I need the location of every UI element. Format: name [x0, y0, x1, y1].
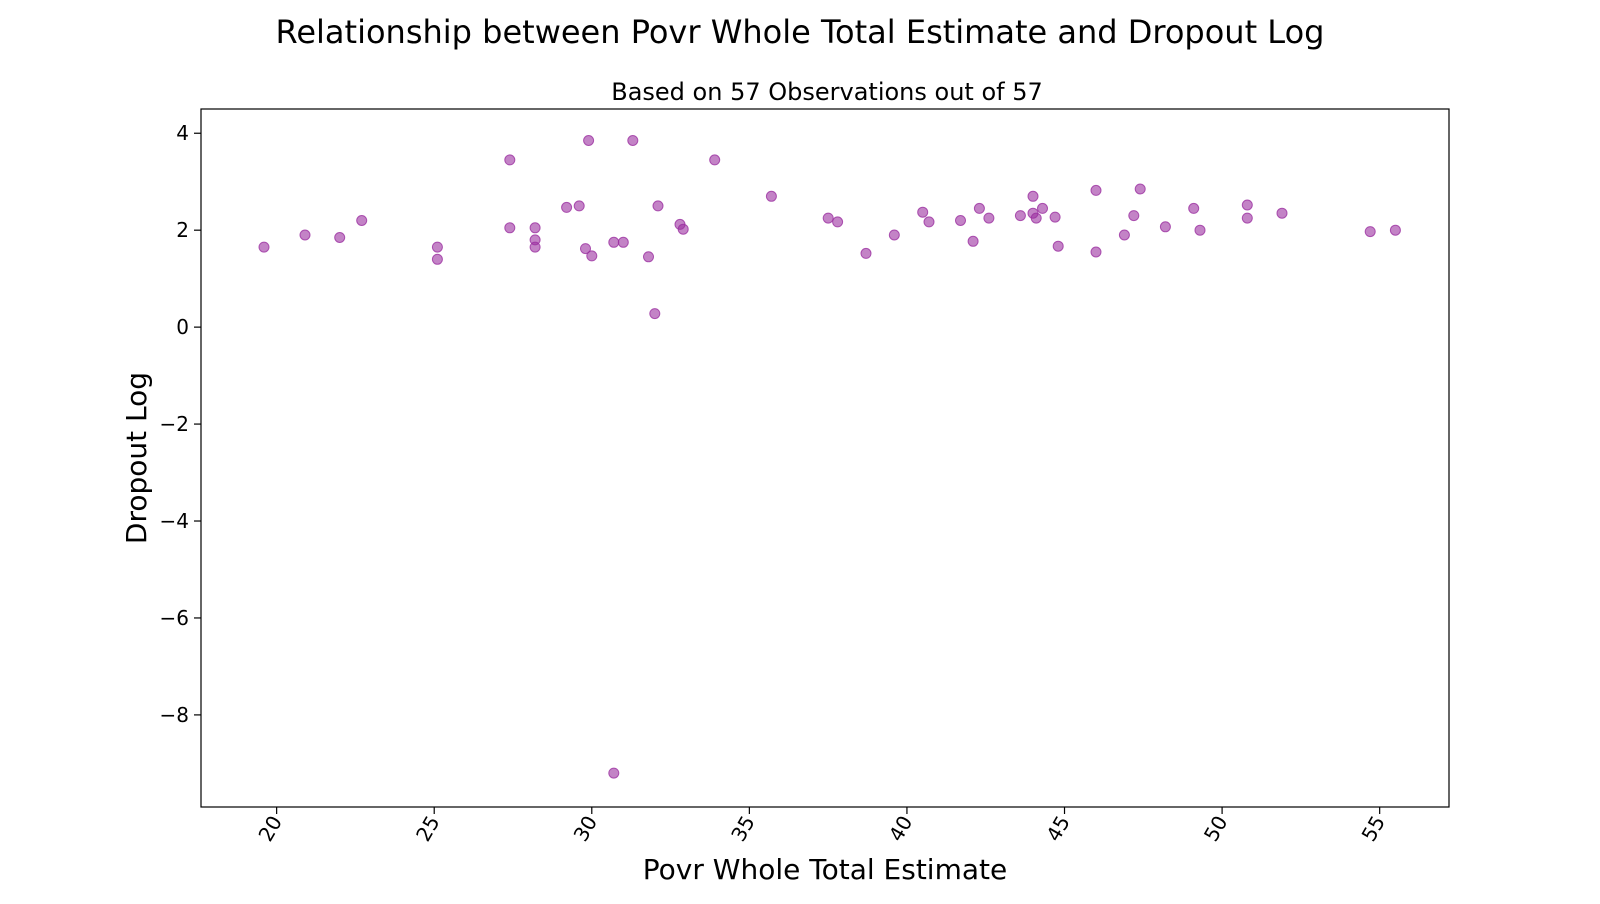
- data-point: [561, 201, 573, 213]
- data-point: [529, 241, 541, 253]
- data-point: [1159, 221, 1171, 233]
- data-point: [334, 232, 346, 243]
- data-point: [529, 222, 541, 234]
- y-tick-label: −8: [160, 703, 189, 727]
- data-point: [1118, 229, 1130, 241]
- data-point: [955, 215, 966, 226]
- y-tick-label: 4: [176, 121, 189, 145]
- data-point: [431, 241, 443, 253]
- y-tick-label: −6: [160, 606, 189, 630]
- data-point: [888, 229, 900, 241]
- x-tick-label: 30: [569, 812, 603, 846]
- data-point: [1030, 212, 1042, 224]
- plot-area: [200, 108, 1450, 808]
- y-tick-label: −4: [160, 509, 189, 533]
- x-tick-label: 20: [253, 812, 287, 846]
- data-point: [608, 236, 620, 248]
- data-point: [709, 154, 721, 166]
- data-point: [1090, 246, 1102, 258]
- data-point: [822, 212, 834, 224]
- data-point: [1128, 210, 1140, 222]
- data-point: [1049, 211, 1061, 223]
- data-point: [608, 767, 620, 779]
- y-tick-label: 2: [176, 218, 189, 242]
- data-point: [586, 250, 598, 262]
- y-axis-label: Dropout Log: [120, 372, 153, 544]
- data-point: [258, 241, 270, 253]
- data-point: [1276, 207, 1288, 219]
- data-point: [649, 308, 661, 320]
- data-point: [643, 251, 654, 263]
- data-point: [504, 154, 516, 166]
- chart-subtitle: Based on 57 Observations out of 57: [611, 78, 1043, 106]
- data-point: [1014, 210, 1026, 222]
- y-tick-label: −2: [160, 412, 189, 436]
- data-point: [573, 200, 585, 212]
- data-point: [627, 135, 639, 146]
- data-point: [1188, 202, 1200, 214]
- data-point: [917, 206, 929, 218]
- data-point: [583, 135, 595, 146]
- data-point: [967, 235, 979, 247]
- data-point: [983, 212, 995, 224]
- chart-title: Relationship between Povr Whole Total Es…: [276, 13, 1325, 51]
- data-point: [765, 190, 777, 202]
- x-tick-label: 45: [1041, 812, 1075, 846]
- data-point: [860, 247, 872, 259]
- data-point: [1134, 183, 1146, 195]
- x-tick-label: 25: [411, 812, 445, 846]
- data-point: [1052, 240, 1064, 252]
- x-tick-label: 55: [1356, 812, 1390, 846]
- data-point: [923, 216, 935, 228]
- data-point: [1389, 224, 1401, 236]
- data-point: [973, 202, 985, 214]
- data-point: [356, 215, 368, 226]
- data-point: [832, 216, 844, 228]
- data-point: [677, 223, 689, 235]
- x-axis-ticks: 20 25 30 35 40 45 50 55: [253, 807, 1390, 846]
- data-point: [1037, 202, 1048, 214]
- y-tick-label: 0: [176, 315, 189, 339]
- data-point: [504, 222, 516, 234]
- x-axis-label: Povr Whole Total Estimate: [643, 853, 1007, 886]
- y-axis-ticks: 4 2 0 −2 −4 −6 −8: [160, 121, 201, 727]
- data-point: [1241, 199, 1253, 211]
- x-tick-label: 35: [726, 812, 760, 846]
- data-point: [617, 236, 629, 248]
- data-point: [1364, 226, 1376, 238]
- data-point: [1241, 212, 1253, 224]
- data-point: [580, 243, 591, 255]
- x-tick-label: 50: [1199, 812, 1233, 846]
- data-points: [258, 135, 1401, 779]
- data-point: [431, 253, 443, 265]
- data-point: [1090, 184, 1102, 196]
- x-tick-label: 40: [884, 812, 918, 846]
- data-point: [299, 229, 311, 241]
- data-point: [1194, 224, 1206, 236]
- data-point: [652, 200, 664, 212]
- data-point: [1027, 190, 1039, 202]
